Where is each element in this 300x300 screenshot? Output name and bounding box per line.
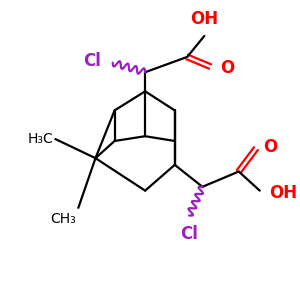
Text: Cl: Cl: [83, 52, 101, 70]
Text: OH: OH: [190, 10, 218, 28]
Text: Cl: Cl: [180, 225, 198, 243]
Text: CH₃: CH₃: [51, 212, 76, 226]
Text: OH: OH: [269, 184, 297, 202]
Text: O: O: [264, 138, 278, 156]
Text: O: O: [220, 59, 234, 77]
Text: H₃C: H₃C: [28, 132, 53, 146]
